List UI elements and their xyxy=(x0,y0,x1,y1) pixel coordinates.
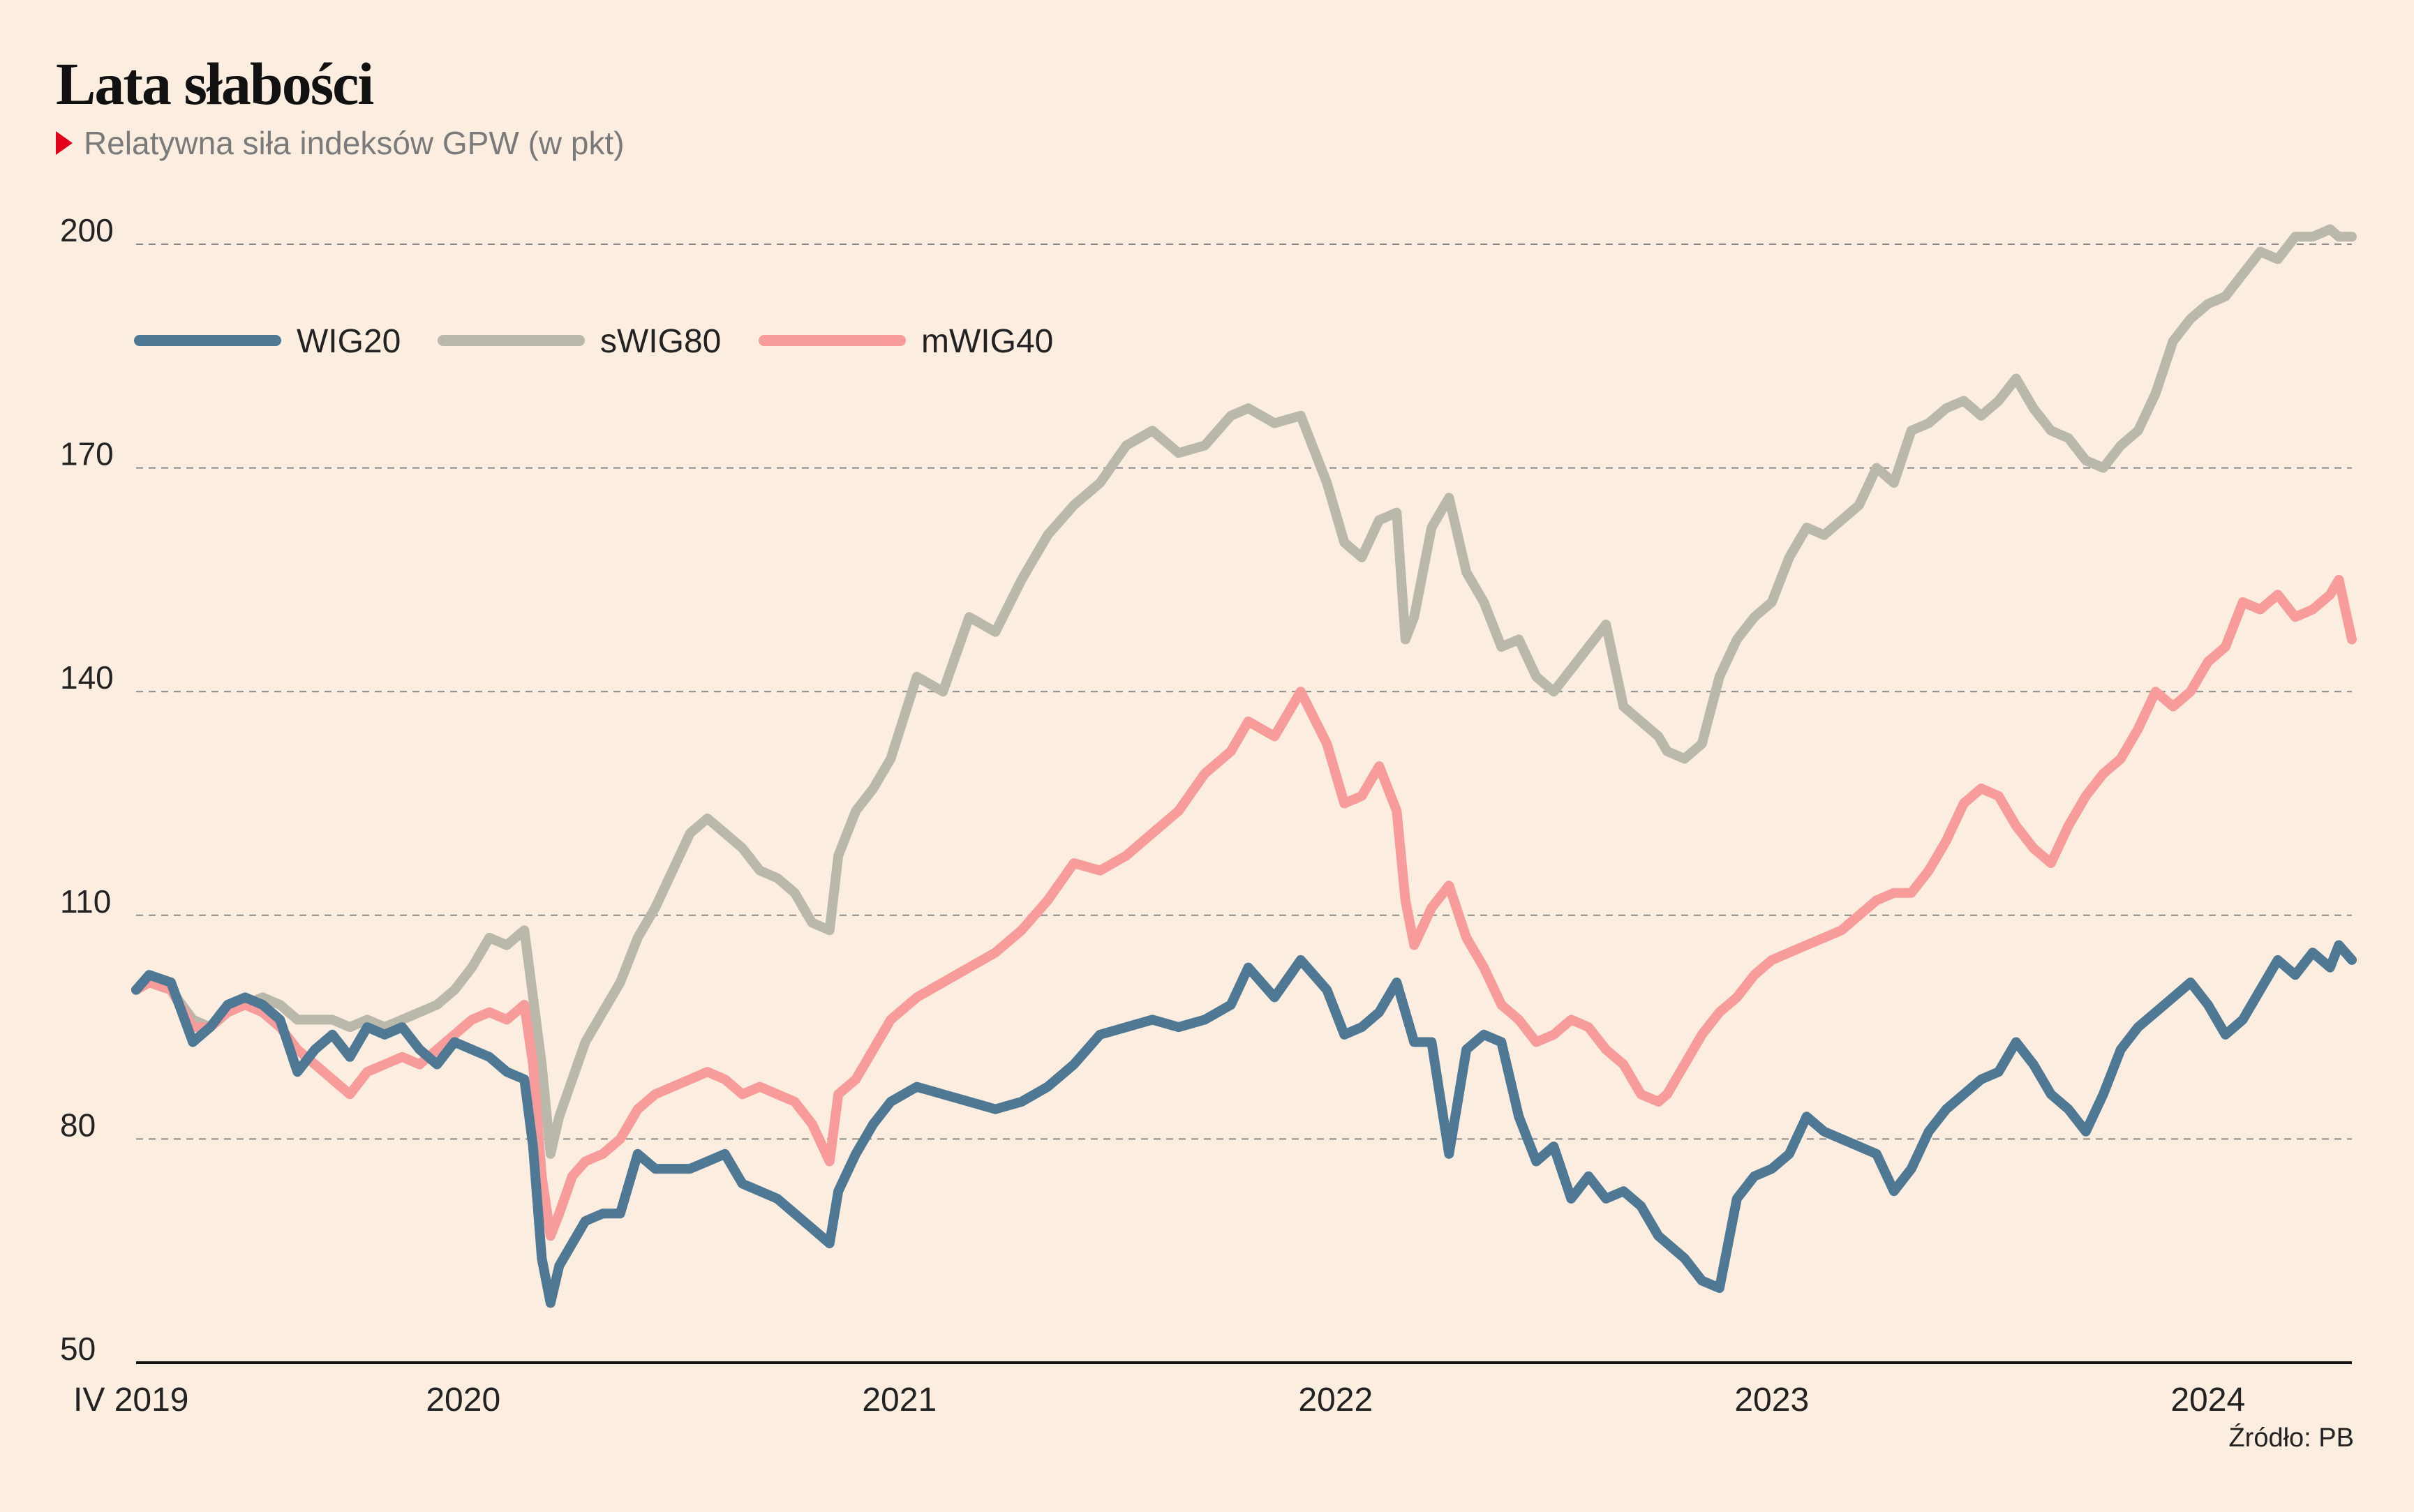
source-note: Źródło: PB xyxy=(2228,1423,2354,1453)
chart-subtitle: Relatywna siła indeksów GPW (w pkt) xyxy=(84,125,625,161)
y-tick-label: 80 xyxy=(60,1107,96,1143)
y-tick-label: 110 xyxy=(60,883,111,920)
y-tick-label: 50 xyxy=(60,1331,96,1367)
y-axis-ticks: 50 80 110 140 170 200 xyxy=(60,212,114,1367)
x-axis-ticks: IV 2019 2020 2021 2022 2023 2024 xyxy=(73,1382,2245,1419)
y-tick-label: 200 xyxy=(60,212,114,248)
grid-lines xyxy=(136,244,2352,1140)
x-tick-label: 2024 xyxy=(2170,1382,2245,1419)
legend-label-mwig40: mWIG40 xyxy=(921,323,1053,360)
series-lines xyxy=(131,224,2357,1308)
legend: WIG20 sWIG80 mWIG40 xyxy=(134,323,1053,360)
legend-label-swig80: sWIG80 xyxy=(600,323,721,360)
x-tick-label: 2022 xyxy=(1298,1382,1373,1419)
x-tick-label: 2023 xyxy=(1734,1382,1809,1419)
legend-label-wig20: WIG20 xyxy=(297,323,401,360)
subtitle-row: Relatywna siła indeksów GPW (w pkt) xyxy=(56,124,625,162)
series-line-mwig40 xyxy=(131,574,2357,1241)
y-tick-label: 140 xyxy=(60,659,114,696)
chart-title: Lata słabości xyxy=(56,50,374,117)
x-tick-label: 2021 xyxy=(862,1382,937,1419)
red-triangle-icon xyxy=(56,131,73,155)
series-line-wig20 xyxy=(131,940,2357,1308)
x-tick-label: IV 2019 xyxy=(73,1382,188,1419)
y-tick-label: 170 xyxy=(60,436,114,472)
series-line-swig80 xyxy=(131,224,2357,1159)
x-tick-label: 2020 xyxy=(426,1382,500,1419)
